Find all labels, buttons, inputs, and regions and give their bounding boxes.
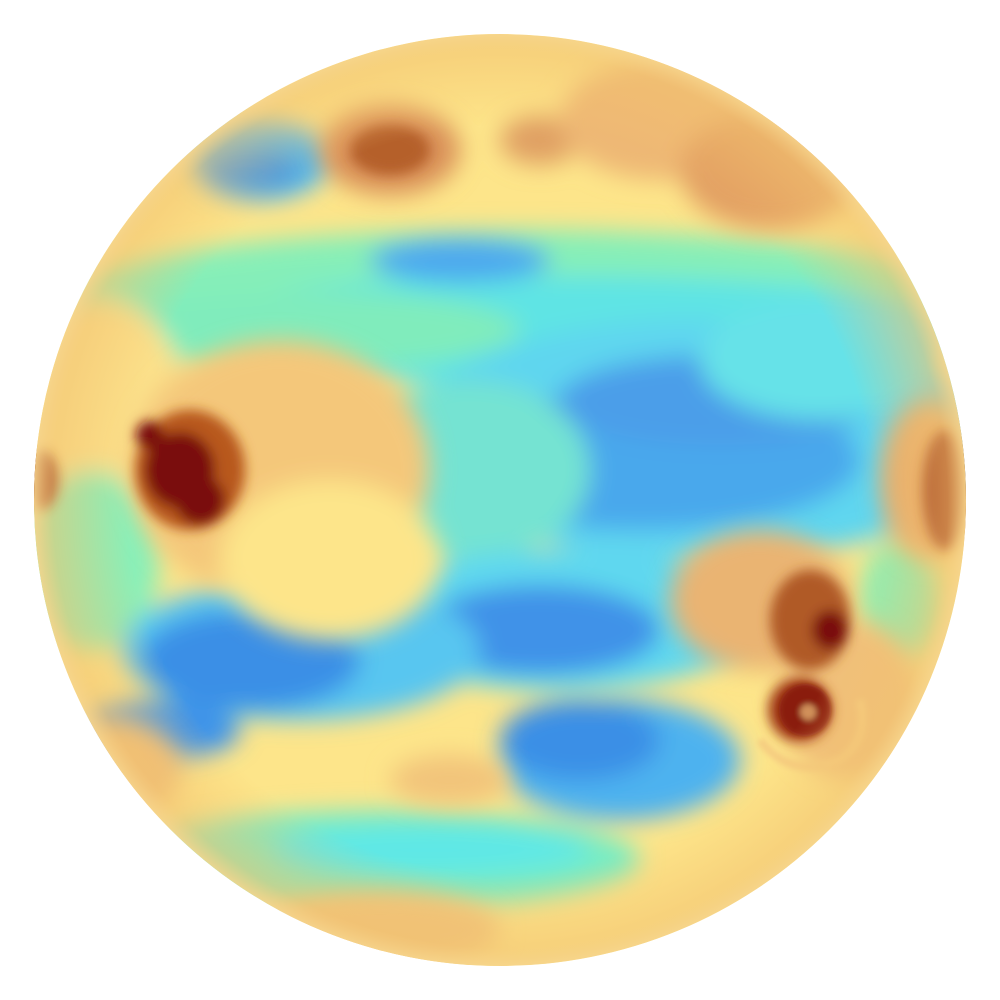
limb-shading — [34, 34, 966, 966]
